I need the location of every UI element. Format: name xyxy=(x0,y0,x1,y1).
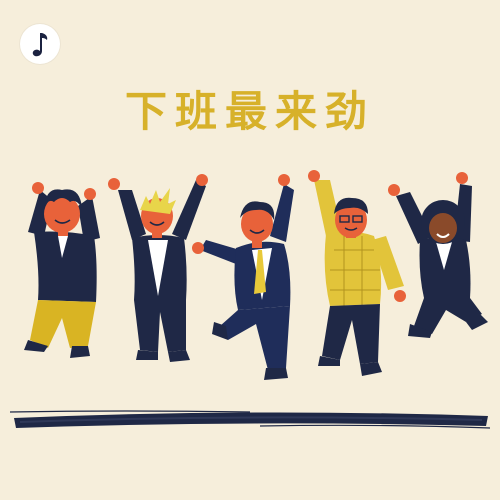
logo-badge[interactable] xyxy=(20,24,60,64)
figure-glasses xyxy=(308,170,406,376)
poster-title: 下班最来劲 xyxy=(124,87,375,136)
figure-curly-hair xyxy=(24,182,100,358)
figure-curly-afro xyxy=(388,172,488,338)
figure-blonde-hair xyxy=(108,174,208,362)
figure-yellow-tie xyxy=(192,174,294,380)
ground-brush-stroke xyxy=(9,410,491,429)
music-note-icon xyxy=(32,33,48,57)
